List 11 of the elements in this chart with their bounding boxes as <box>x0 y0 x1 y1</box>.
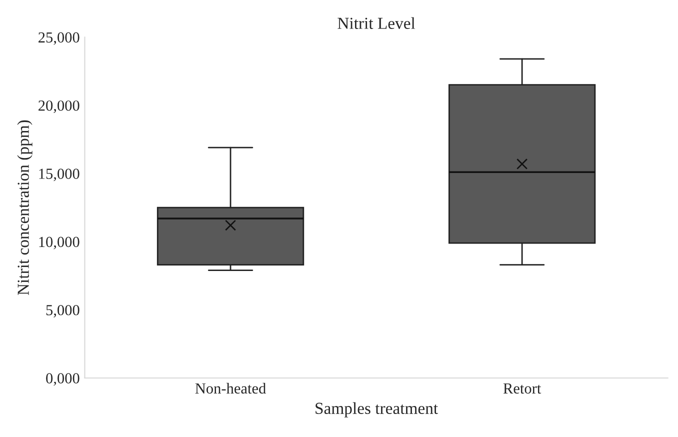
x-axis-title: Samples treatment <box>316 402 438 418</box>
y-tick-label: 20,000 <box>38 100 80 113</box>
y-tick-label: 5,000 <box>46 304 80 318</box>
y-axis-title: Nitrit concentration (ppm) <box>17 120 32 296</box>
y-tick-label: 25,000 <box>38 32 80 45</box>
y-tick-label: 0,000 <box>46 373 80 386</box>
y-tick-label: 10,000 <box>39 236 80 250</box>
x-tick-label: Non-heated <box>195 382 266 394</box>
y-tick-label: 15,000 <box>39 168 80 182</box>
chart-title: Nitrit Level <box>338 17 416 29</box>
x-tick-label: Retort <box>503 383 542 394</box>
